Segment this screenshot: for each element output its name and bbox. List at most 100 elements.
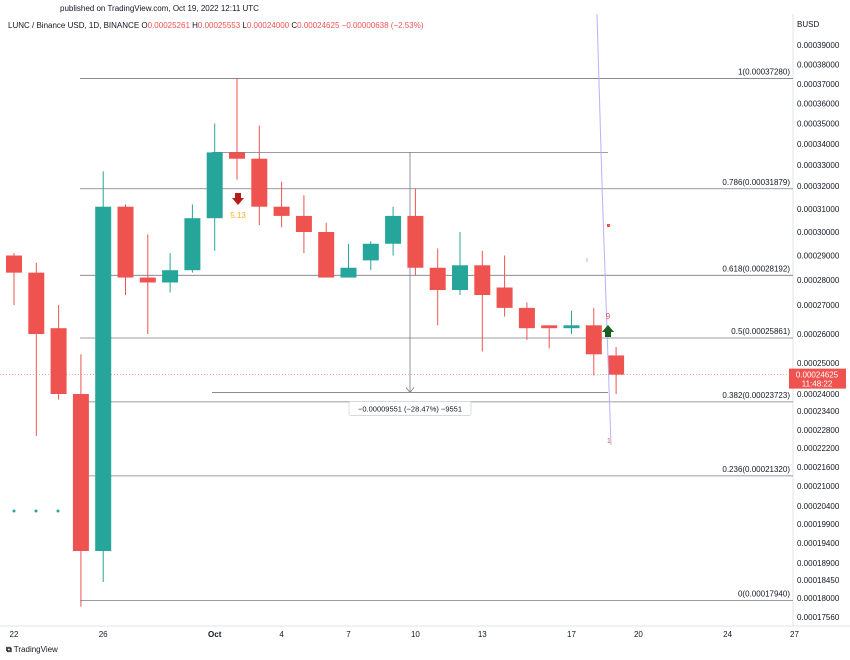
- candle-body: [496, 287, 513, 308]
- candle-body: [273, 206, 290, 216]
- candle-body: [95, 206, 112, 551]
- y-tick-label: 0.00032000: [797, 182, 840, 191]
- x-tick-label: 4: [279, 630, 284, 639]
- teal-dot-marker: [34, 509, 38, 513]
- candle-body: [72, 394, 89, 551]
- price-tag-value: 0.00024625: [796, 371, 839, 380]
- symbol-ohlc-legend: LUNC / Binance USD, 1D, BINANCE O0.00025…: [8, 21, 423, 30]
- y-tick-label: 0.00020400: [797, 502, 840, 511]
- open-value: 0.00025261: [147, 21, 190, 30]
- candle-body: [6, 255, 22, 273]
- close-label: C: [291, 21, 298, 30]
- y-tick-label: 0.00025000: [797, 359, 840, 368]
- fib-level-label: 1(0.00037280): [738, 68, 790, 77]
- candle: [184, 204, 201, 273]
- y-tick-label: 0.00019900: [797, 520, 840, 529]
- candle-body: [407, 215, 424, 268]
- candle: [563, 310, 580, 334]
- candle-body: [295, 215, 312, 232]
- y-tick-label: 0.00018900: [797, 559, 840, 568]
- tradingview-brand: ⧉ TradingView: [6, 645, 58, 655]
- candle: [541, 325, 558, 349]
- teal-dot-marker: [12, 509, 16, 513]
- candle-body: [608, 355, 625, 375]
- candle-body: [206, 152, 223, 219]
- sell-arrow-icon: [232, 193, 244, 205]
- candle-body: [50, 328, 67, 394]
- candle: [6, 253, 22, 305]
- candle: [139, 234, 156, 334]
- change-value: −0.00000638 (−2.53%): [341, 21, 424, 30]
- candle: [162, 253, 179, 293]
- low-label: L: [242, 21, 247, 30]
- candle: [229, 78, 245, 180]
- y-tick-label: 0.00019400: [797, 539, 840, 548]
- candle: [50, 305, 67, 400]
- candle: [295, 195, 312, 254]
- x-tick-label: Oct: [208, 630, 222, 639]
- x-tick-label: 26: [99, 630, 108, 639]
- candle-body: [585, 325, 602, 355]
- candle: [340, 243, 357, 278]
- x-tick-label: 7: [346, 630, 351, 639]
- candle-body: [340, 267, 357, 278]
- published-caption: published on TradingView.com, Oct 19, 20…: [60, 4, 259, 13]
- y-tick-label: 0.00038000: [797, 61, 840, 70]
- candle: [496, 255, 513, 317]
- y-tick-label: 0.00031000: [797, 205, 840, 214]
- y-tick-label: 0.00029000: [797, 252, 840, 261]
- fib-level-label: 0.618(0.00028192): [722, 264, 790, 273]
- candle-body: [362, 243, 379, 261]
- candle: [28, 262, 45, 436]
- x-tick-label: 22: [10, 630, 19, 639]
- price-tag-bg: [789, 368, 846, 389]
- measure-arrow-icon: [405, 387, 415, 394]
- candle: [585, 307, 602, 376]
- y-tick-label: 0.00018000: [797, 594, 840, 603]
- y-tick-label: 0.00026000: [797, 330, 840, 339]
- y-tick-label: 0.00037000: [797, 80, 840, 89]
- candle-body: [563, 325, 580, 329]
- y-tick-label: 0.00030000: [797, 228, 840, 237]
- y-tick-label: 0.00017560: [797, 613, 840, 622]
- low-value: 0.00024000: [246, 21, 290, 30]
- x-tick-label: 17: [567, 630, 576, 639]
- candle: [407, 188, 424, 276]
- candle-body: [518, 307, 535, 329]
- candle: [518, 302, 535, 340]
- candle-body: [429, 267, 446, 290]
- close-value: 0.00024625: [297, 21, 340, 30]
- high-label: H: [192, 21, 198, 30]
- red-marker-label: 1: [607, 438, 611, 445]
- red-dot-marker: [607, 224, 610, 227]
- open-label: O: [141, 21, 148, 30]
- y-tick-label: 0.00028000: [797, 276, 840, 285]
- candle-body: [229, 152, 245, 159]
- y-tick-label: 0.00024000: [797, 390, 840, 399]
- fib-level-label: 0.786(0.00031879): [722, 178, 790, 187]
- candle: [452, 232, 468, 295]
- candle-body: [28, 272, 45, 334]
- price-tag-countdown: 11:48:22: [802, 380, 833, 389]
- candle-body: [385, 215, 402, 244]
- x-tick-label: 13: [478, 630, 487, 639]
- candle: [251, 125, 268, 226]
- y-tick-label: 0.00021600: [797, 463, 840, 472]
- candle: [318, 222, 335, 278]
- candle: [474, 250, 491, 352]
- candle: [117, 204, 134, 295]
- candle: [206, 123, 223, 251]
- candle: [362, 241, 379, 271]
- candle-body: [452, 265, 468, 290]
- y-tick-label: 0.00039000: [797, 41, 840, 50]
- y-tick-label: 0.00018450: [797, 576, 840, 585]
- x-tick-label: 24: [723, 630, 732, 639]
- candle: [95, 171, 112, 582]
- y-tick-label: 0.00022200: [797, 444, 840, 453]
- y-tick-label: 0.00036000: [797, 100, 840, 109]
- tradingview-label: TradingView: [13, 645, 58, 654]
- currency-label: BUSD: [797, 20, 820, 29]
- y-tick-label: 0.00023400: [797, 407, 840, 416]
- y-tick-label: 0.00034000: [797, 140, 840, 149]
